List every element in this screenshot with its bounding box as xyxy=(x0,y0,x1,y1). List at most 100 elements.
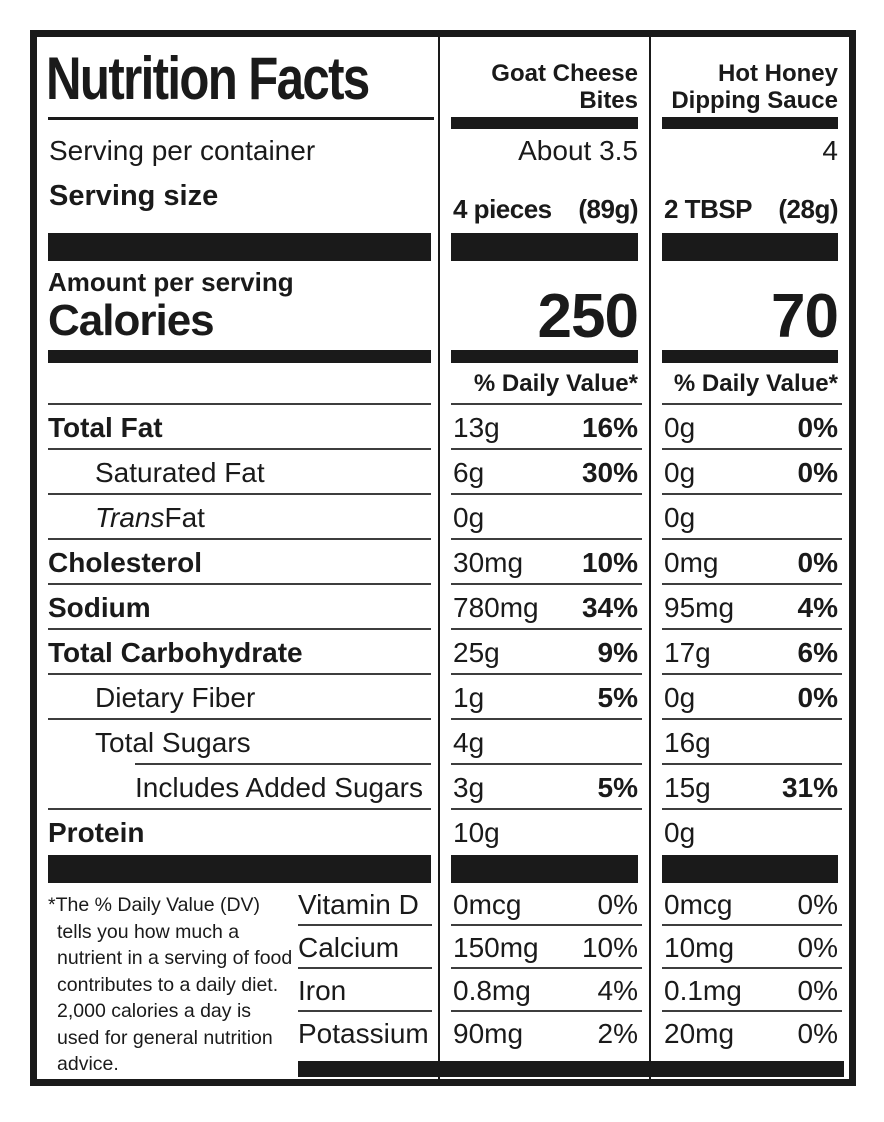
amount-value: 0mg xyxy=(664,546,719,578)
sodium-product1: 780mg 34% xyxy=(438,585,649,630)
daily-value-percent: 0% xyxy=(797,974,838,1006)
calories-label-cell: Amount per serving Calories xyxy=(37,261,438,350)
amount-value: 15g xyxy=(664,771,711,803)
product1-header-bar-cell xyxy=(438,117,649,129)
amount-value: 0g xyxy=(664,501,696,533)
bottom-bar-cell xyxy=(438,1055,649,1079)
daily-value-percent: 0% xyxy=(797,456,838,488)
daily-value-percent: 0% xyxy=(797,681,838,713)
daily-value-percent: 10% xyxy=(581,546,638,578)
amount-value: 0mcg xyxy=(453,888,522,920)
daily-value-percent: 2% xyxy=(597,1017,638,1049)
nutrient-name-sodium: Sodium xyxy=(37,585,438,630)
divider-bar xyxy=(662,117,838,129)
serving-size-label-cell: Serving size xyxy=(37,172,438,233)
footnote-and-vitamin-names: *The % Daily Value (DV) tells you how mu… xyxy=(37,883,438,1079)
divider-bar xyxy=(451,350,638,363)
section-bar-cell xyxy=(438,855,649,883)
added-sugars-product1: 3g 5% xyxy=(438,765,649,810)
divider-bar xyxy=(48,233,431,261)
daily-value-header-spacer xyxy=(37,363,438,405)
amount-value: 3g xyxy=(453,771,485,803)
divider-bar xyxy=(662,233,838,261)
total-carbohydrate-product2: 17g 6% xyxy=(649,630,849,675)
amount-value: 6g xyxy=(453,456,485,488)
total-carbohydrate-product1: 25g 9% xyxy=(438,630,649,675)
nutrient-name-trans-fat: Trans Fat xyxy=(37,495,438,540)
daily-value-percent: 16% xyxy=(581,411,638,443)
product2-servings-per-container: 4 xyxy=(649,129,849,172)
calories-label: Calories xyxy=(48,296,215,345)
product1-serving-size-amount: 4 pieces xyxy=(453,194,552,224)
potassium-product1: 90mg 2% xyxy=(438,1012,649,1055)
trans-italic: Trans xyxy=(95,501,165,533)
divider-bar xyxy=(662,350,838,363)
section-bar-cell xyxy=(438,233,649,261)
daily-value-percent: 31% xyxy=(781,771,838,803)
title-rule xyxy=(48,117,434,120)
amount-value: 0g xyxy=(664,411,696,443)
daily-value-percent: 5% xyxy=(597,771,638,803)
amount-value: 0g xyxy=(664,456,696,488)
vitamin-name-calcium: Calcium xyxy=(298,926,438,969)
product2-daily-value-header: % Daily Value* xyxy=(649,363,849,405)
product2-header-bar-cell xyxy=(649,117,849,129)
bottom-bar xyxy=(651,1061,844,1077)
daily-value-percent: 0% xyxy=(597,888,638,920)
daily-value-percent: 5% xyxy=(597,681,638,713)
amount-value: 0mcg xyxy=(664,888,733,920)
potassium-product2: 20mg 0% xyxy=(649,1012,849,1055)
bottom-bar-cell xyxy=(649,1055,849,1079)
iron-product1: 0.8mg 4% xyxy=(438,969,649,1012)
divider-bar xyxy=(662,855,838,883)
saturated-fat-product2: 0g 0% xyxy=(649,450,849,495)
amount-per-serving-label: Amount per serving xyxy=(48,267,294,297)
product2-header: Hot Honey Dipping Sauce xyxy=(649,37,849,117)
amount-value: 20mg xyxy=(664,1017,735,1049)
nutrient-name-total-sugars: Total Sugars xyxy=(37,720,438,765)
section-bar-cell xyxy=(649,855,849,883)
vitamin-name-iron: Iron xyxy=(298,969,438,1012)
divider-bar xyxy=(48,855,431,883)
bottom-bar xyxy=(440,1061,649,1077)
section-bar-cell xyxy=(649,350,849,363)
daily-value-percent: 34% xyxy=(581,591,638,623)
product2-serving-size: 2 TBSP (28g) xyxy=(649,172,849,233)
product2-name-line1: Hot Honey xyxy=(718,60,838,87)
amount-value: 150mg xyxy=(453,931,539,963)
divider-bar xyxy=(48,350,431,363)
amount-value: 17g xyxy=(664,636,711,668)
amount-value: 95mg xyxy=(664,591,735,623)
product1-serving-size: 4 pieces (89g) xyxy=(438,172,649,233)
section-bar-cell xyxy=(37,350,438,363)
amount-value: 0g xyxy=(453,501,485,533)
total-sugars-product1: 4g xyxy=(438,720,649,765)
product1-serving-size-weight: (89g) xyxy=(578,194,638,224)
product2-name-line2: Dipping Sauce xyxy=(671,87,838,114)
daily-value-percent: 4% xyxy=(597,974,638,1006)
product1-servings-per-container: About 3.5 xyxy=(438,129,649,172)
title-cell: Nutrition Facts xyxy=(37,37,438,117)
vitamin-name-column: Vitamin D Calcium Iron Potassium xyxy=(298,883,438,1079)
product1-name-line2: Bites xyxy=(579,87,638,114)
total-sugars-product2: 16g xyxy=(649,720,849,765)
trans-fat-product1: 0g xyxy=(438,495,649,540)
cholesterol-product1: 30mg 10% xyxy=(438,540,649,585)
product2-serving-size-weight: (28g) xyxy=(778,194,838,224)
amount-value: 30mg xyxy=(453,546,524,578)
nutrient-name-total-fat: Total Fat xyxy=(37,405,438,450)
daily-value-percent: 0% xyxy=(797,546,838,578)
trans-fat-product2: 0g xyxy=(649,495,849,540)
dietary-fiber-product1: 1g 5% xyxy=(438,675,649,720)
divider-bar xyxy=(451,855,638,883)
daily-value-percent: 6% xyxy=(797,636,838,668)
amount-value: 0.8mg xyxy=(453,974,531,1006)
protein-product2: 0g xyxy=(649,810,849,855)
amount-value: 90mg xyxy=(453,1017,524,1049)
nutrient-name-added-sugars: Includes Added Sugars xyxy=(37,765,438,810)
product2-calories: 70 xyxy=(649,261,849,350)
serving-size-label: Serving size xyxy=(49,180,219,212)
added-sugars-product2: 15g 31% xyxy=(649,765,849,810)
dietary-fiber-product2: 0g 0% xyxy=(649,675,849,720)
